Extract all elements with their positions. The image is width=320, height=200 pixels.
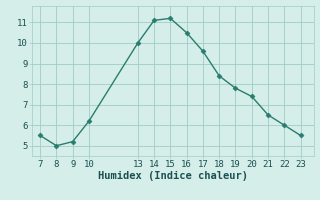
X-axis label: Humidex (Indice chaleur): Humidex (Indice chaleur): [98, 171, 248, 181]
